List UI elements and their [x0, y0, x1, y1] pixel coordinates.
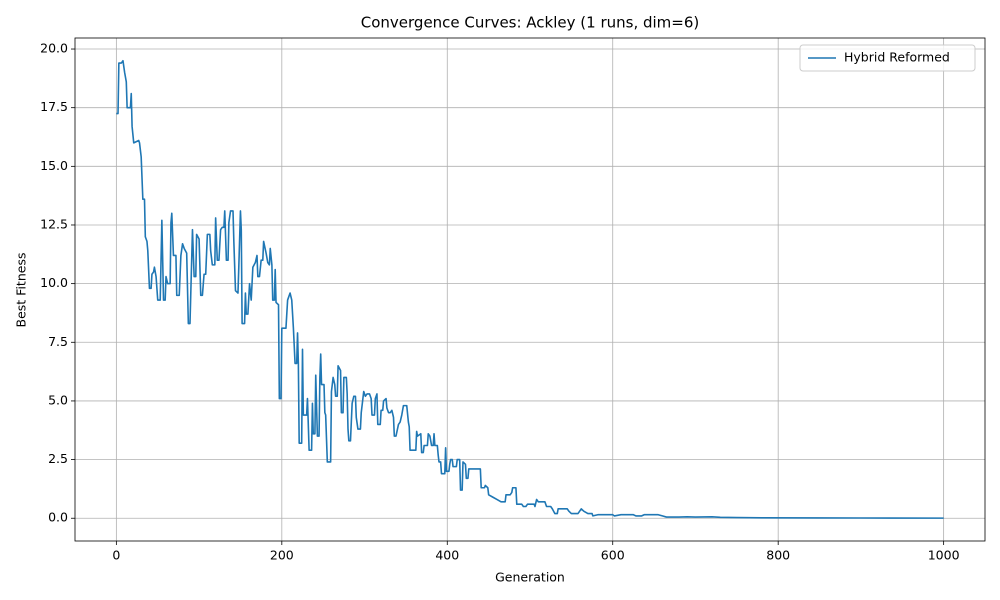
x-tick-label: 200 [270, 548, 294, 563]
legend-label: Hybrid Reformed [844, 50, 950, 65]
y-tick-label: 17.5 [40, 99, 68, 114]
y-tick-label: 2.5 [48, 451, 68, 466]
x-tick-label: 600 [601, 548, 625, 563]
x-tick-label: 0 [112, 548, 120, 563]
x-axis-label: Generation [495, 570, 565, 585]
x-tick-label: 1000 [928, 548, 960, 563]
line-series [116, 59, 944, 519]
legend: Hybrid Reformed [799, 44, 976, 72]
y-tick-label: 7.5 [48, 334, 68, 349]
x-tick-label: 800 [766, 548, 790, 563]
legend-box [799, 44, 976, 72]
y-axis-label: Best Fitness [14, 253, 29, 328]
y-tick-label: 20.0 [40, 41, 68, 56]
y-tick-label: 5.0 [48, 392, 68, 407]
y-tick-label: 0.0 [48, 510, 68, 525]
chart-title: Convergence Curves: Ackley (1 runs, dim=… [361, 14, 700, 32]
y-tick-label: 15.0 [40, 158, 68, 173]
x-tick-label: 400 [435, 548, 459, 563]
y-tick-label: 12.5 [40, 216, 68, 231]
plot-frame [74, 37, 986, 542]
y-tick-label: 10.0 [40, 275, 68, 290]
